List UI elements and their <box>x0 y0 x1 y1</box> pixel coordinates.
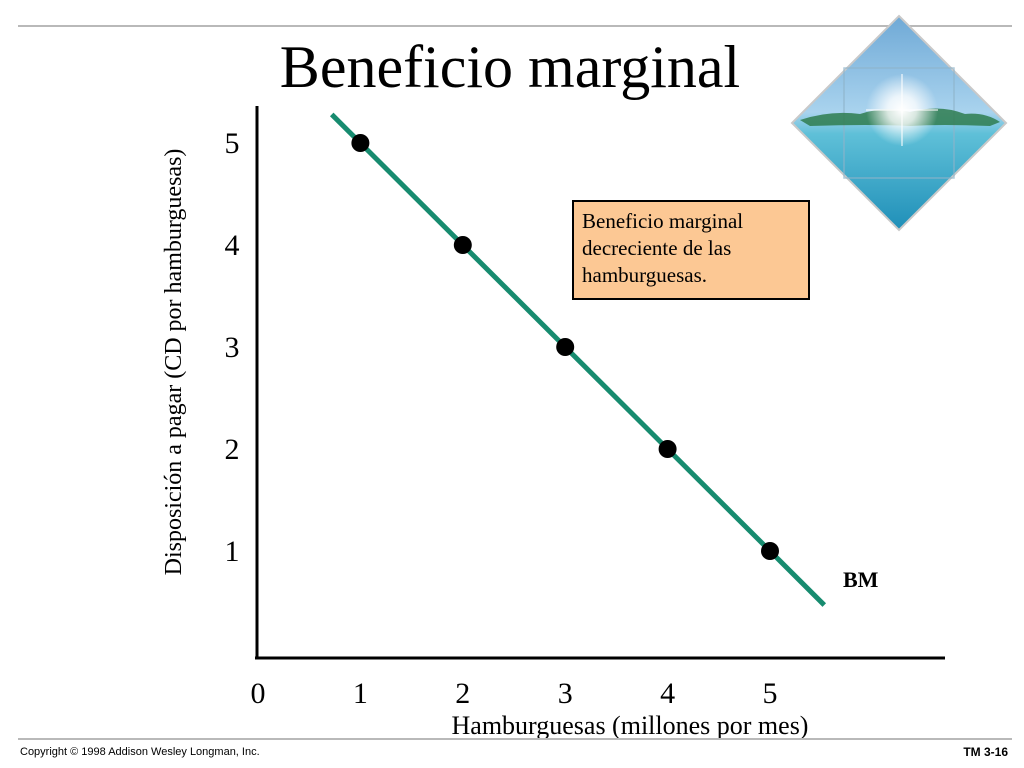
y-axis-label: Disposición a pagar (CD por hamburguesas… <box>161 149 187 576</box>
x-tick-label-4: 4 <box>660 677 675 710</box>
y-tick-label-2: 2 <box>225 433 240 466</box>
data-point-2 <box>453 236 472 254</box>
y-tick-label-5: 5 <box>225 127 240 160</box>
y-tick-label-3: 3 <box>225 331 240 364</box>
copyright-text: Copyright © 1998 Addison Wesley Longman,… <box>20 746 260 758</box>
series-label: BM <box>843 567 879 592</box>
annotation-line-3: hamburguesas. <box>582 263 708 287</box>
annotation-line-1: Beneficio marginal <box>582 209 744 233</box>
x-tick-label-1: 1 <box>353 677 368 710</box>
top-rule <box>18 25 1012 27</box>
bottom-rule <box>18 738 1012 740</box>
annotation-line-2: decreciente de las <box>582 236 732 260</box>
marginal-benefit-line <box>329 112 827 607</box>
x-tick-label-3: 3 <box>558 677 573 710</box>
axes <box>255 106 945 660</box>
data-point-1 <box>351 134 370 152</box>
slide-title: Beneficio marginal <box>279 34 741 100</box>
y-tick-label-4: 4 <box>225 229 240 262</box>
data-point-4 <box>658 440 677 458</box>
tropical-island-diamond-image <box>790 14 1008 232</box>
annotation-box: Beneficio marginal decreciente de las ha… <box>572 200 810 300</box>
y-tick-label-1: 1 <box>225 535 240 568</box>
slide-number: TM 3-16 <box>963 745 1008 759</box>
data-point-3 <box>556 338 575 356</box>
x-tick-label-0: 0 <box>251 677 266 710</box>
x-tick-label-5: 5 <box>763 677 778 710</box>
x-axis-label: Hamburguesas (millones por mes) <box>452 711 809 740</box>
x-tick-label-2: 2 <box>455 677 470 710</box>
data-point-5 <box>761 542 779 560</box>
